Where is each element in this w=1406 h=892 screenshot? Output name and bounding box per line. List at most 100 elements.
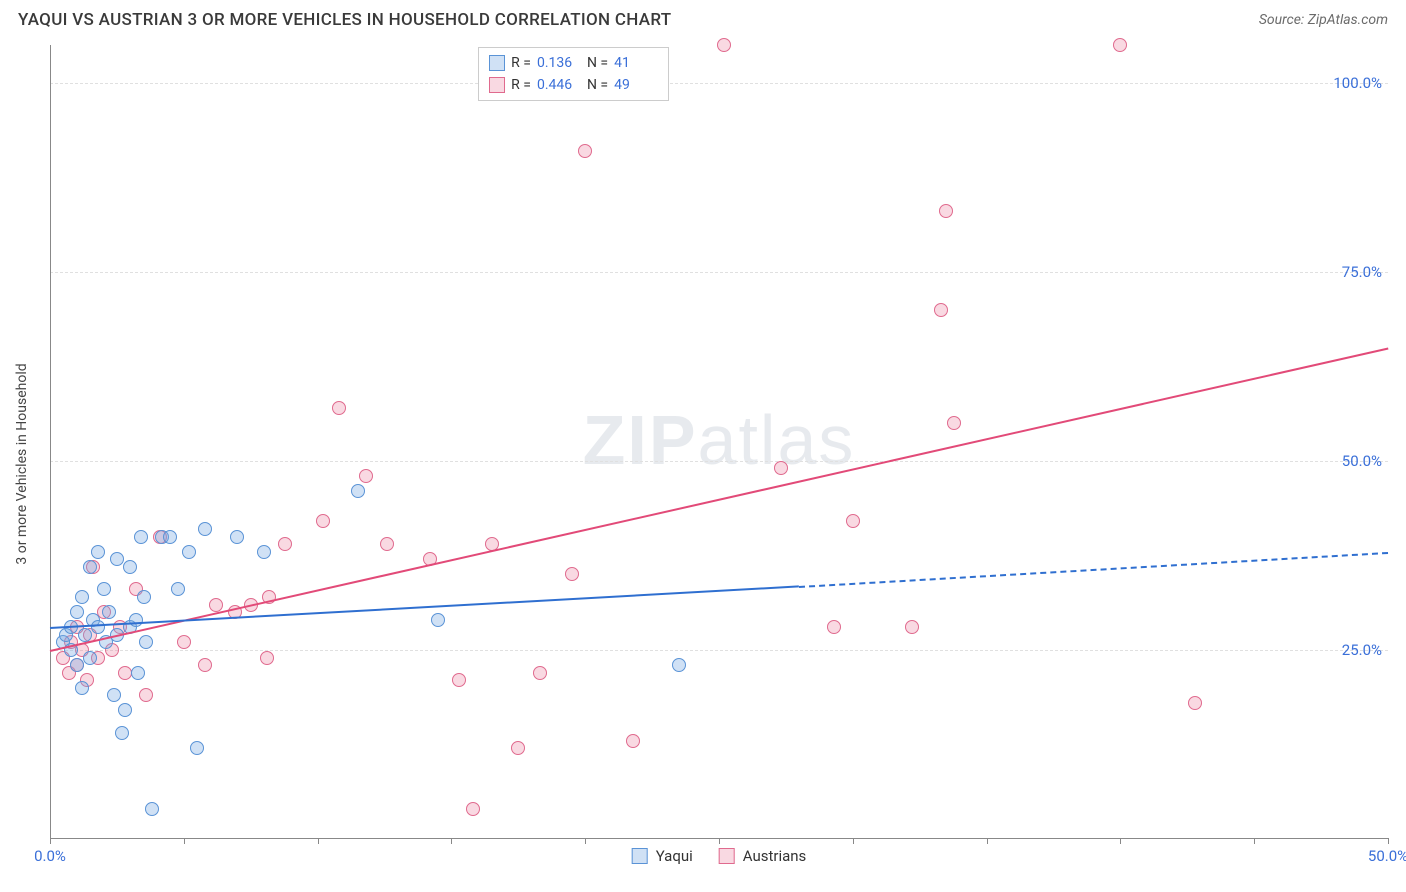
data-point-yaqui xyxy=(182,545,196,559)
data-point-yaqui xyxy=(115,726,129,740)
stats-legend-box: R = 0.136 N = 41 R = 0.446 N = 49 xyxy=(478,47,669,101)
data-point-austrians xyxy=(278,537,292,551)
x-tick xyxy=(1254,838,1255,844)
chart-title: YAQUI VS AUSTRIAN 3 OR MORE VEHICLES IN … xyxy=(18,10,671,30)
legend-swatch-yaqui xyxy=(632,848,648,864)
data-point-yaqui xyxy=(230,530,244,544)
data-point-yaqui xyxy=(78,628,92,642)
data-point-austrians xyxy=(533,666,547,680)
trend-line xyxy=(799,552,1388,588)
data-point-austrians xyxy=(905,620,919,634)
data-point-austrians xyxy=(466,802,480,816)
stat-r-label: R = xyxy=(511,77,531,93)
y-tick-label: 75.0% xyxy=(1342,263,1382,281)
x-tick xyxy=(719,838,720,844)
stat-r-label: R = xyxy=(511,55,531,71)
data-point-austrians xyxy=(332,401,346,415)
data-point-austrians xyxy=(359,469,373,483)
data-point-yaqui xyxy=(83,651,97,665)
data-point-austrians xyxy=(774,461,788,475)
data-point-yaqui xyxy=(145,802,159,816)
x-tick xyxy=(451,838,452,844)
data-point-yaqui xyxy=(129,613,143,627)
plot-region: ZIPatlas 25.0%50.0%75.0%100.0%0.0%50.0%R… xyxy=(50,45,1388,867)
x-tick xyxy=(853,838,854,844)
data-point-yaqui xyxy=(139,635,153,649)
stat-n-value: 49 xyxy=(614,77,658,93)
data-point-austrians xyxy=(260,651,274,665)
x-tick xyxy=(585,838,586,844)
data-point-austrians xyxy=(626,734,640,748)
legend-label: Yaqui xyxy=(656,847,693,865)
data-point-austrians xyxy=(578,144,592,158)
data-point-austrians xyxy=(118,666,132,680)
x-tick xyxy=(318,838,319,844)
data-point-yaqui xyxy=(70,605,84,619)
legend-swatch-austrians xyxy=(489,77,505,93)
stats-row-austrians: R = 0.446 N = 49 xyxy=(489,74,658,96)
gridline xyxy=(50,650,1388,651)
data-point-austrians xyxy=(846,514,860,528)
data-point-yaqui xyxy=(351,484,365,498)
data-point-austrians xyxy=(139,688,153,702)
x-tick xyxy=(1388,838,1389,844)
data-point-austrians xyxy=(565,567,579,581)
y-tick-label: 50.0% xyxy=(1342,452,1382,470)
gridline xyxy=(50,272,1388,273)
y-axis xyxy=(50,45,51,839)
data-point-yaqui xyxy=(70,658,84,672)
data-point-austrians xyxy=(1113,38,1127,52)
stat-n-label: N = xyxy=(587,55,608,71)
data-point-yaqui xyxy=(75,590,89,604)
legend-bottom: Yaqui Austrians xyxy=(632,847,807,865)
data-point-yaqui xyxy=(171,582,185,596)
data-point-yaqui xyxy=(131,666,145,680)
data-point-austrians xyxy=(717,38,731,52)
x-tick-label: 50.0% xyxy=(1368,847,1406,865)
y-tick-label: 25.0% xyxy=(1342,641,1382,659)
stat-r-value: 0.136 xyxy=(537,55,581,71)
data-point-yaqui xyxy=(198,522,212,536)
gridline xyxy=(50,461,1388,462)
data-point-austrians xyxy=(1188,696,1202,710)
data-point-yaqui xyxy=(431,613,445,627)
legend-item-austrians: Austrians xyxy=(719,847,807,865)
data-point-yaqui xyxy=(110,552,124,566)
data-point-austrians xyxy=(209,598,223,612)
data-point-yaqui xyxy=(83,560,97,574)
data-point-yaqui xyxy=(102,605,116,619)
data-point-yaqui xyxy=(257,545,271,559)
data-point-austrians xyxy=(177,635,191,649)
data-point-austrians xyxy=(511,741,525,755)
data-point-yaqui xyxy=(97,582,111,596)
data-point-yaqui xyxy=(137,590,151,604)
data-point-yaqui xyxy=(190,741,204,755)
data-point-austrians xyxy=(934,303,948,317)
data-point-austrians xyxy=(198,658,212,672)
data-point-yaqui xyxy=(123,560,137,574)
data-point-austrians xyxy=(316,514,330,528)
x-tick xyxy=(184,838,185,844)
data-point-yaqui xyxy=(107,688,121,702)
y-axis-label: 3 or more Vehicles in Household xyxy=(14,363,30,564)
stat-r-value: 0.446 xyxy=(537,77,581,93)
source-attribution: Source: ZipAtlas.com xyxy=(1259,12,1388,28)
watermark: ZIPatlas xyxy=(583,400,856,480)
stat-n-value: 41 xyxy=(614,55,658,71)
data-point-austrians xyxy=(827,620,841,634)
legend-swatch-austrians xyxy=(719,848,735,864)
x-tick xyxy=(987,838,988,844)
x-tick xyxy=(50,838,51,844)
stat-n-label: N = xyxy=(587,77,608,93)
data-point-austrians xyxy=(380,537,394,551)
data-point-yaqui xyxy=(75,681,89,695)
data-point-austrians xyxy=(939,204,953,218)
data-point-yaqui xyxy=(91,545,105,559)
data-point-yaqui xyxy=(118,703,132,717)
y-tick-label: 100.0% xyxy=(1333,74,1382,92)
stats-row-yaqui: R = 0.136 N = 41 xyxy=(489,52,658,74)
data-point-yaqui xyxy=(134,530,148,544)
legend-label: Austrians xyxy=(743,847,807,865)
data-point-yaqui xyxy=(91,620,105,634)
legend-item-yaqui: Yaqui xyxy=(632,847,693,865)
